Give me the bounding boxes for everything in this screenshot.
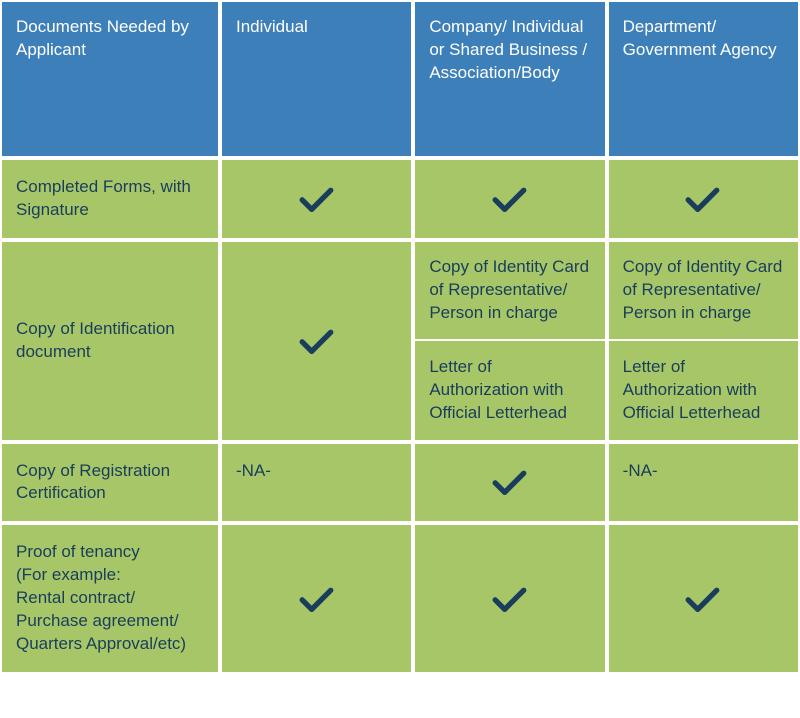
split-top: Copy of Identity Card of Representative/…	[609, 242, 798, 341]
split-bottom: Letter of Authorization with Official Le…	[609, 341, 798, 440]
header-company: Company/ Individual or Shared Business /…	[413, 0, 606, 158]
row-completed-forms-company	[413, 158, 606, 240]
documents-table: Documents Needed by Applicant Individual…	[0, 0, 800, 674]
row-registration-department: -NA-	[607, 442, 800, 524]
header-documents: Documents Needed by Applicant	[0, 0, 220, 158]
row-tenancy-individual	[220, 523, 413, 674]
check-icon	[685, 585, 721, 613]
row-completed-forms-department	[607, 158, 800, 240]
check-icon	[492, 185, 528, 213]
row-tenancy-department	[607, 523, 800, 674]
check-icon	[685, 185, 721, 213]
row-tenancy-company	[413, 523, 606, 674]
row-identification-company: Copy of Identity Card of Representative/…	[413, 240, 606, 442]
row-registration-individual: -NA-	[220, 442, 413, 524]
row-registration-label: Copy of Registration Certification	[0, 442, 220, 524]
row-identification-department: Copy of Identity Card of Representative/…	[607, 240, 800, 442]
row-identification-individual	[220, 240, 413, 442]
header-department: Department/ Government Agency	[607, 0, 800, 158]
check-icon	[299, 185, 335, 213]
row-completed-forms-label: Completed Forms, with Signature	[0, 158, 220, 240]
split-top: Copy of Identity Card of Representative/…	[415, 242, 604, 341]
check-icon	[492, 468, 528, 496]
header-individual: Individual	[220, 0, 413, 158]
split-bottom: Letter of Authorization with Official Le…	[415, 341, 604, 440]
row-identification-label: Copy of Identification document	[0, 240, 220, 442]
check-icon	[299, 327, 335, 355]
check-icon	[492, 585, 528, 613]
row-registration-company	[413, 442, 606, 524]
check-icon	[299, 585, 335, 613]
row-completed-forms-individual	[220, 158, 413, 240]
row-tenancy-label: Proof of tenancy(For example:Rental cont…	[0, 523, 220, 674]
